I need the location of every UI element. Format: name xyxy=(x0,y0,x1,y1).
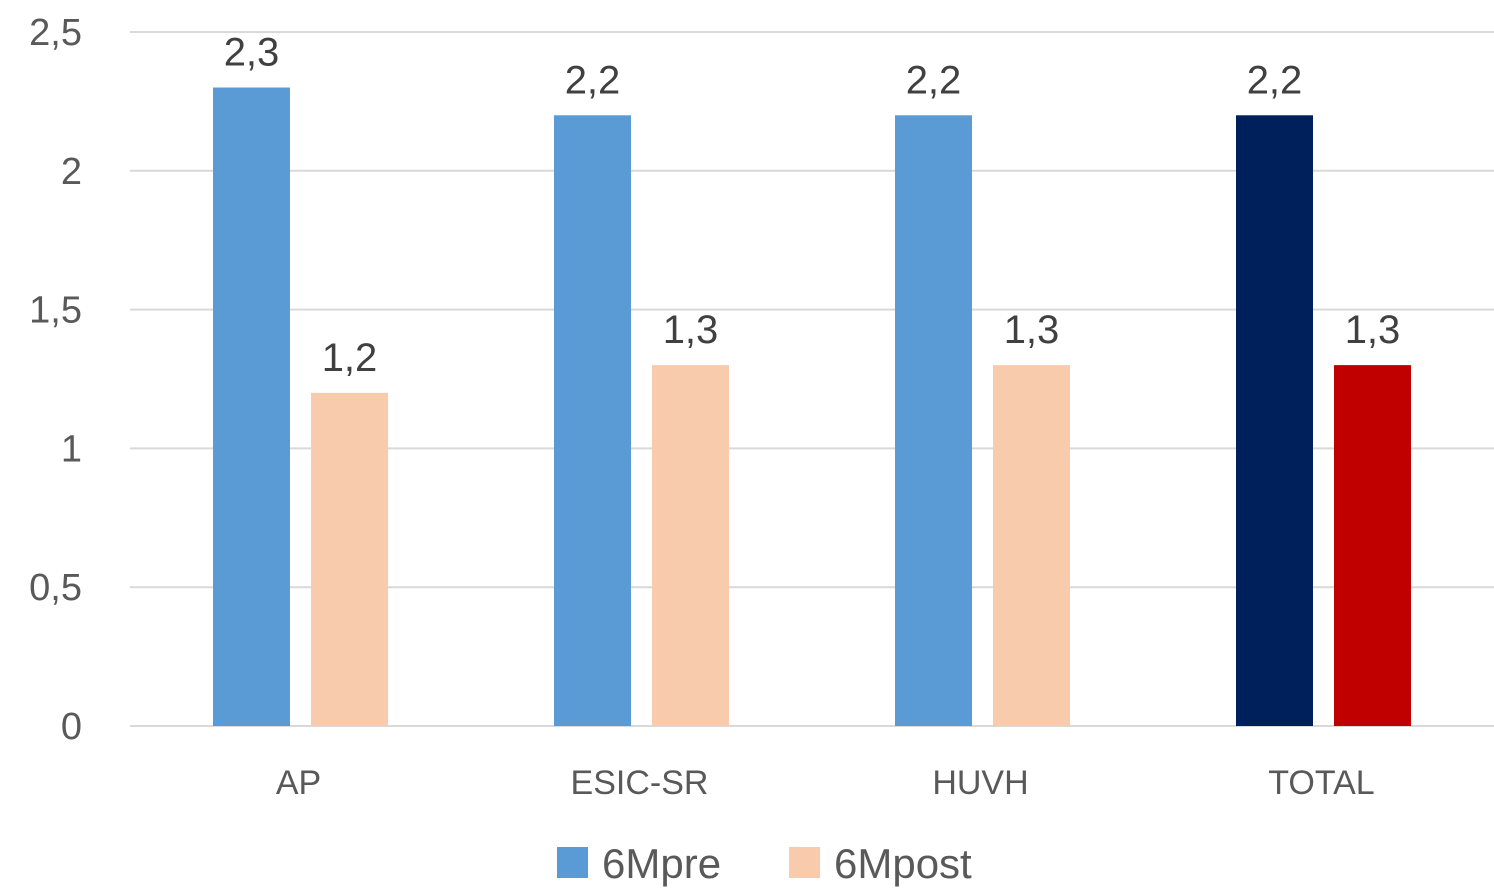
legend-label: 6Mpost xyxy=(834,840,972,887)
data-label: 1,2 xyxy=(322,336,378,380)
data-labels: 2,3 1,2 2,2 1,3 2,2 1,3 2,2 1,3 xyxy=(224,31,1401,380)
x-tick-label: AP xyxy=(276,764,321,802)
y-tick-label: 1,5 xyxy=(29,290,82,332)
data-label: 2,2 xyxy=(906,58,962,102)
bar-6Mpre-AP xyxy=(213,87,290,726)
x-tick-label: HUVH xyxy=(932,764,1028,802)
bar-6Mpost-HUVH xyxy=(993,365,1070,726)
bar-6Mpost-AP xyxy=(311,392,388,726)
bar-6Mpost-TOTAL xyxy=(1334,365,1411,726)
y-tick-label: 1 xyxy=(61,428,82,470)
data-label: 2,3 xyxy=(224,31,280,75)
x-tick-label: ESIC-SR xyxy=(571,764,709,802)
legend: 6Mpre 6Mpost xyxy=(557,840,972,887)
bar-6Mpre-TOTAL xyxy=(1236,115,1313,726)
y-axis-ticks: 0 0,5 1 1,5 2 2,5 xyxy=(29,12,82,748)
y-tick-label: 2,5 xyxy=(29,12,82,54)
bar-6Mpost-ESIC-SR xyxy=(652,365,729,726)
data-label: 2,2 xyxy=(565,58,621,102)
y-tick-label: 0,5 xyxy=(29,567,82,609)
legend-swatch xyxy=(789,847,820,878)
data-label: 1,3 xyxy=(1004,308,1060,352)
data-label: 2,2 xyxy=(1247,58,1303,102)
bars xyxy=(213,87,1411,726)
legend-label: 6Mpre xyxy=(602,840,721,887)
y-tick-label: 0 xyxy=(61,706,82,748)
legend-swatch xyxy=(557,847,588,878)
x-tick-label: TOTAL xyxy=(1268,764,1374,802)
bar-6Mpre-HUVH xyxy=(895,115,972,726)
bar-6Mpre-ESIC-SR xyxy=(554,115,631,726)
data-label: 1,3 xyxy=(663,308,719,352)
y-tick-label: 2 xyxy=(61,151,82,193)
x-axis-ticks: AP ESIC-SR HUVH TOTAL xyxy=(276,764,1375,802)
data-label: 1,3 xyxy=(1345,308,1401,352)
